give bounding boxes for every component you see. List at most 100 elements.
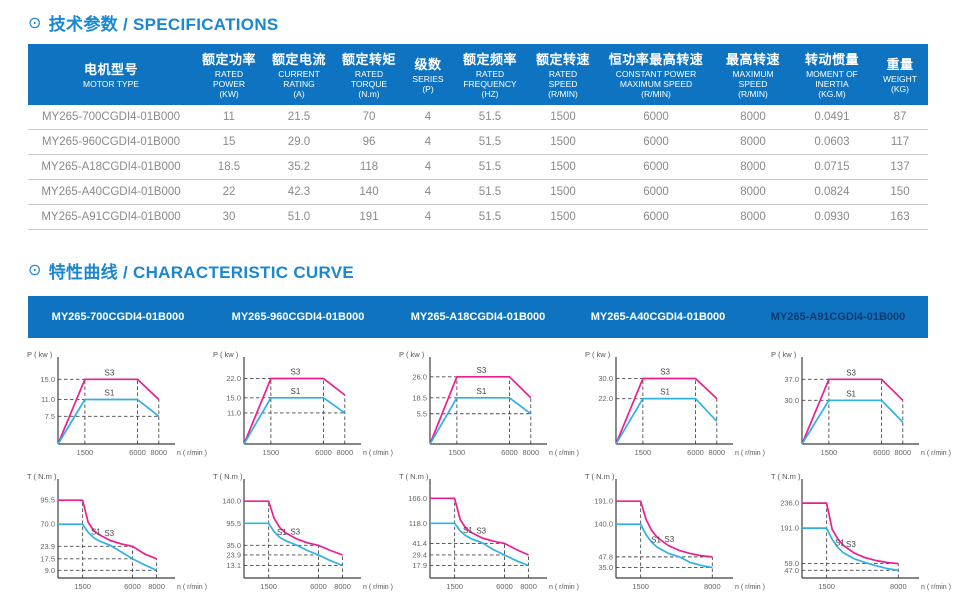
series-s1-curve <box>615 397 718 444</box>
spec-cell: 51.5 <box>452 154 528 180</box>
series-s3-label: S3 <box>664 535 674 544</box>
spec-cell: 96 <box>334 129 404 155</box>
y-axis-label: T ( N.m ) <box>27 472 57 481</box>
x-tick-label: 8000 <box>336 448 353 457</box>
spec-cell: MY265-A18CGDI4-01B000 <box>28 154 194 180</box>
x-tick-label: 6000 <box>687 448 704 457</box>
x-tick-label: 8000 <box>148 582 165 591</box>
y-tick-label: 29.4 <box>412 550 427 559</box>
specifications-heading: ⊙ 技术参数 / SPECIFICATIONS <box>28 10 956 35</box>
spec-column-header: 最高转速 MAXIMUM SPEED (R/MIN) <box>714 44 792 105</box>
y-tick-label: 13.1 <box>226 561 241 570</box>
model-tab: MY265-A18CGDI4-01B000 <box>410 310 546 323</box>
spec-cell: 11 <box>194 104 264 130</box>
spec-cell: 8000 <box>714 154 792 180</box>
characteristic-curve-heading: ⊙ 特性曲线 / CHARACTERISTIC CURVE <box>28 258 956 283</box>
torque-chart-4: T ( N.m ) n ( r/min ) 236.0 191.0 59.047.0 15… <box>771 472 951 591</box>
series-s1-curve <box>244 522 343 566</box>
spec-column-header: 额定转矩 RATED TORQUE (N.m) <box>334 44 404 105</box>
spec-cell: 29.0 <box>264 129 334 155</box>
spec-cell: 163 <box>872 204 928 230</box>
y-tick-label: 95.5 <box>40 495 55 504</box>
spec-cell: 1500 <box>528 104 598 130</box>
series-s1-label: S1 <box>846 389 856 398</box>
x-tick-label: 6000 <box>124 582 141 591</box>
x-tick-label: 6000 <box>315 448 332 457</box>
spec-cell: 0.0824 <box>792 179 872 205</box>
spec-cell: 140 <box>334 179 404 205</box>
y-axis-label: P ( kw ) <box>585 350 611 359</box>
x-tick-label: 8000 <box>890 582 907 591</box>
spec-cell: 0.0603 <box>792 129 872 155</box>
spec-cell: 4 <box>404 129 452 155</box>
spec-cell: 8000 <box>714 104 792 130</box>
table-row: MY265-A18CGDI4-01B000 18.5 35.2 118 4 51.5 150… <box>28 154 928 180</box>
spec-cell: MY265-700CGDI4-01B000 <box>28 104 194 130</box>
spec-cell: 21.5 <box>264 104 334 130</box>
x-tick-label: 8000 <box>334 582 351 591</box>
spec-cell: 8000 <box>714 179 792 205</box>
y-tick-label: 15.0 <box>40 374 55 383</box>
torque-charts-row: T ( N.m ) n ( r/min ) 95.5 70.0 23.9 17.5 9.0 1… <box>24 470 954 594</box>
spec-cell: 6000 <box>598 154 714 180</box>
spec-cell: 137 <box>872 154 928 180</box>
torque-chart-3: T ( N.m ) n ( r/min ) 191.0 140.0 47.8 35.0 15… <box>585 472 765 591</box>
y-tick-label: 95.5 <box>226 518 241 527</box>
spec-cell: 51.0 <box>264 204 334 230</box>
spec-cell: 18.5 <box>194 154 264 180</box>
series-s3-label: S3 <box>291 367 301 376</box>
specifications-table: 电机型号 MOTOR TYPE 额定功率 RATED POWER (KW) 额定电流 CU… <box>28 44 928 230</box>
model-tab: MY265-A40CGDI4-01B000 <box>590 310 726 323</box>
model-tab: MY265-A91CGDI4-01B000 <box>770 310 906 323</box>
x-axis-label: n ( r/min ) <box>549 584 579 591</box>
series-s1-curve <box>616 522 713 568</box>
series-s3-curve <box>801 378 904 444</box>
x-tick-label: 8000 <box>894 448 911 457</box>
torque-chart-2: T ( N.m ) n ( r/min ) 166.0 118.0 41.4 29.4 17… <box>399 472 579 591</box>
x-axis-label: n ( r/min ) <box>735 450 765 457</box>
y-tick-label: 5.5 <box>417 409 427 418</box>
y-axis-label: P ( kw ) <box>399 350 425 359</box>
power-charts-row: P ( kw ) n ( r/min ) 15.0 11.0 7.5 1500 6000 80… <box>24 348 954 460</box>
y-tick-label: 35.0 <box>598 563 613 572</box>
y-tick-label: 191.0 <box>594 496 613 505</box>
spec-column-header: 额定电流 CURRENT RATING (A) <box>264 44 334 105</box>
series-s1-curve <box>802 526 899 571</box>
series-s3-label: S3 <box>290 527 300 536</box>
series-s3-label: S3 <box>104 529 114 538</box>
x-axis-label: n ( r/min ) <box>363 584 393 591</box>
y-tick-label: 47.0 <box>784 565 799 574</box>
x-tick-label: 1500 <box>263 448 280 457</box>
y-tick-label: 11.0 <box>41 395 55 404</box>
series-s1-curve <box>430 522 529 566</box>
spec-cell: MY265-A40CGDI4-01B000 <box>28 179 194 205</box>
spec-column-header: 重量 WEIGHT (KG) <box>872 44 928 105</box>
spec-cell: 4 <box>404 204 452 230</box>
spec-cell: 70 <box>334 104 404 130</box>
torque-chart-0: T ( N.m ) n ( r/min ) 95.5 70.0 23.9 17.5 9.0 1… <box>27 472 207 591</box>
series-s3-label: S3 <box>105 368 115 377</box>
y-axis-label: T ( N.m ) <box>399 472 429 481</box>
y-tick-label: 37.0 <box>784 374 799 383</box>
series-s1-curve <box>57 398 160 445</box>
spec-column-header: 额定功率 RATED POWER (KW) <box>194 44 264 105</box>
y-tick-label: 118.0 <box>409 518 427 527</box>
power-chart-3: P ( kw ) n ( r/min ) 30.0 22.0 1500 6000 8000 S… <box>585 350 765 457</box>
spec-cell: 42.3 <box>264 179 334 205</box>
series-s3-label: S3 <box>476 526 486 535</box>
spec-cell: 51.5 <box>452 204 528 230</box>
x-tick-label: 6000 <box>129 448 146 457</box>
spec-cell: 6000 <box>598 179 714 205</box>
x-tick-label: 1500 <box>260 582 277 591</box>
y-tick-label: 191.0 <box>780 523 799 532</box>
x-axis-label: n ( r/min ) <box>549 450 579 457</box>
y-tick-label: 59.0 <box>784 559 799 568</box>
series-s1-curve <box>429 396 532 444</box>
spec-cell: 87 <box>872 104 928 130</box>
series-s3-curve <box>430 497 529 556</box>
series-s3-curve <box>58 498 157 560</box>
spec-cell: 191 <box>334 204 404 230</box>
y-tick-label: 17.5 <box>40 554 55 563</box>
x-tick-label: 1500 <box>821 448 838 457</box>
x-tick-label: 6000 <box>501 448 518 457</box>
